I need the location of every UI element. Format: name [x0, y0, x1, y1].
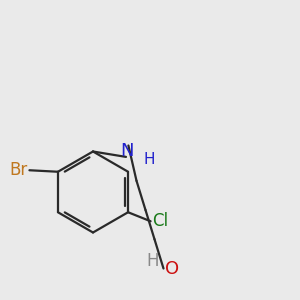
Text: N: N — [121, 142, 134, 160]
Text: O: O — [165, 260, 179, 278]
Text: H: H — [147, 252, 159, 270]
Text: Cl: Cl — [152, 212, 168, 230]
Text: H: H — [143, 152, 154, 166]
Text: Br: Br — [10, 161, 28, 179]
